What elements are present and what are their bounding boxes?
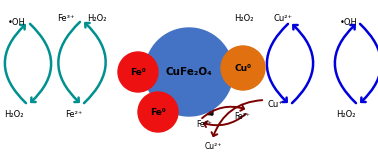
Text: Fe²⁺: Fe²⁺ bbox=[65, 110, 82, 119]
Text: H₂O₂: H₂O₂ bbox=[336, 110, 355, 119]
Text: Cu²⁺: Cu²⁺ bbox=[274, 14, 293, 23]
Text: Cu⁰: Cu⁰ bbox=[234, 63, 251, 72]
Text: •OH: •OH bbox=[8, 18, 26, 27]
Text: •OH: •OH bbox=[340, 18, 358, 27]
Text: H₂O₂: H₂O₂ bbox=[234, 14, 254, 23]
Text: Cu²⁺: Cu²⁺ bbox=[205, 142, 222, 151]
Text: Fe⁰: Fe⁰ bbox=[130, 67, 146, 76]
Text: H₂O₂: H₂O₂ bbox=[87, 14, 107, 23]
Circle shape bbox=[118, 52, 158, 92]
Circle shape bbox=[221, 46, 265, 90]
Circle shape bbox=[138, 92, 178, 132]
Text: Fe⁰: Fe⁰ bbox=[150, 108, 166, 117]
Text: Fe²⁺: Fe²⁺ bbox=[196, 120, 212, 129]
Text: CuFe₂O₄: CuFe₂O₄ bbox=[166, 67, 212, 77]
Text: Fe³⁺: Fe³⁺ bbox=[57, 14, 74, 23]
Text: H₂O₂: H₂O₂ bbox=[4, 110, 23, 119]
Circle shape bbox=[145, 28, 233, 116]
Text: Fe³⁺: Fe³⁺ bbox=[234, 112, 250, 121]
Text: Cu⁺: Cu⁺ bbox=[268, 100, 284, 109]
